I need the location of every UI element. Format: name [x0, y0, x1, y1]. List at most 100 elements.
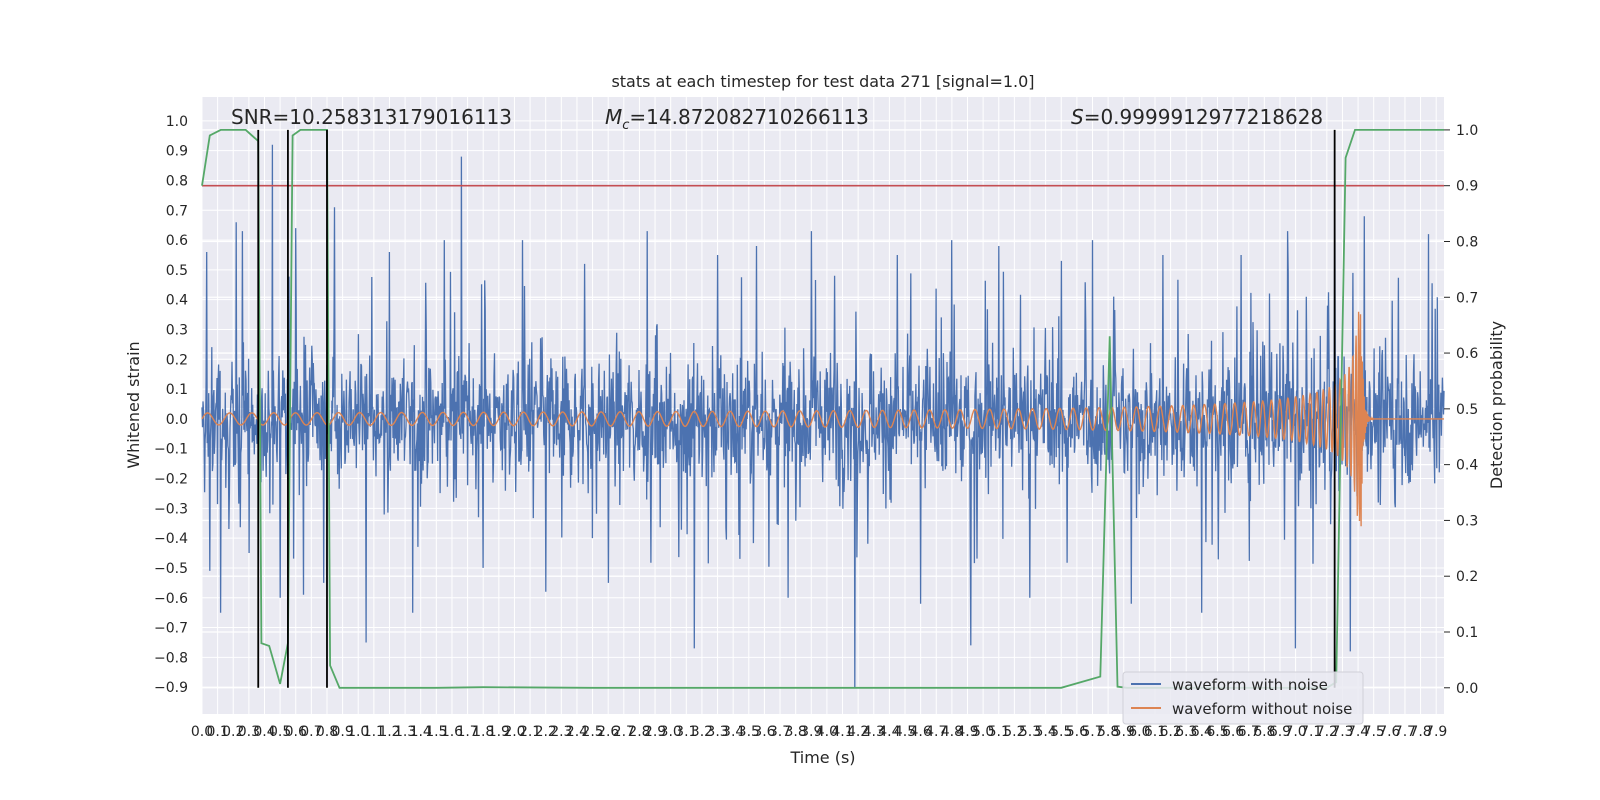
y-tick-label: 1.0 — [166, 114, 188, 130]
x-tick-label: 7.1 — [1300, 724, 1322, 740]
series-waveform-with-noise — [201, 144, 1445, 688]
y-tick-label: −0.7 — [154, 621, 188, 637]
x-tick-label: 2.4 — [566, 724, 588, 740]
score-annotation: S=0.9999912977218628 — [1071, 105, 1323, 129]
x-tick-label: 0.9 — [331, 724, 353, 740]
y-tick-label: 0.8 — [166, 173, 188, 189]
x-tick-label: 5.8 — [1097, 724, 1119, 740]
y-tick-label: −0.9 — [154, 680, 188, 696]
y2-tick-label: 0.7 — [1456, 290, 1478, 306]
x-tick-label: 5.7 — [1081, 724, 1103, 740]
x-tick-label: 4.5 — [894, 724, 916, 740]
y-tick-label: 0.7 — [166, 203, 188, 219]
x-tick-label: 1.4 — [410, 724, 432, 740]
y-tick-label: −0.3 — [154, 501, 188, 517]
x-tick-label: 5.0 — [972, 724, 994, 740]
x-tick-label: 6.0 — [1128, 724, 1150, 740]
x-tick-label: 1.9 — [488, 724, 510, 740]
x-tick-label: 3.4 — [722, 724, 744, 740]
x-tick-label: 7.3 — [1331, 724, 1353, 740]
y2-tick-label: 0.5 — [1456, 402, 1478, 418]
x-tick-label: 0.1 — [206, 724, 228, 740]
x-tick-label: 2.2 — [535, 724, 557, 740]
x-tick-label: 3.5 — [738, 724, 760, 740]
snr-annotation: SNR=10.258313179016113 — [231, 105, 512, 129]
x-tick-label: 6.7 — [1238, 724, 1260, 740]
x-tick-label: 3.9 — [800, 724, 822, 740]
x-tick-label: 2.0 — [503, 724, 525, 740]
x-tick-label: 5.1 — [988, 724, 1010, 740]
score-symbol: S — [1071, 105, 1084, 129]
y2-tick-label: 0.2 — [1456, 569, 1478, 585]
x-tick-label: 1.2 — [378, 724, 400, 740]
x-tick-label: 2.1 — [519, 724, 541, 740]
y2-tick-label: 0.8 — [1456, 234, 1478, 250]
x-tick-label: 6.6 — [1222, 724, 1244, 740]
y-tick-label: −0.5 — [154, 561, 188, 577]
x-tick-label: 4.1 — [831, 724, 853, 740]
y2-tick-label: 0.3 — [1456, 513, 1478, 529]
x-tick-label: 1.7 — [456, 724, 478, 740]
x-tick-label: 4.2 — [847, 724, 869, 740]
x-tick-label: 7.8 — [1409, 724, 1431, 740]
x-tick-label: 3.6 — [753, 724, 775, 740]
x-tick-label: 3.1 — [675, 724, 697, 740]
y2-tick-label: 1.0 — [1456, 123, 1478, 139]
chirp-mass-subscript: c — [622, 118, 629, 133]
x-tick-label: 1.5 — [425, 724, 447, 740]
x-tick-label: 3.3 — [706, 724, 728, 740]
y-tick-label: −0.2 — [154, 472, 188, 488]
x-tick-label: 2.9 — [644, 724, 666, 740]
x-tick-label: 1.1 — [363, 724, 385, 740]
x-tick-label: 7.5 — [1363, 724, 1385, 740]
y2-tick-label: 0.4 — [1456, 458, 1478, 474]
x-tick-label: 2.5 — [581, 724, 603, 740]
x-tick-label: 0.7 — [300, 724, 322, 740]
x-tick-label: 2.6 — [597, 724, 619, 740]
series-waveform-without-noise — [201, 311, 1444, 527]
x-tick-label: 2.7 — [613, 724, 635, 740]
x-tick-label: 4.4 — [878, 724, 900, 740]
x-tick-label: 5.3 — [1019, 724, 1041, 740]
x-tick-label: 1.8 — [472, 724, 494, 740]
y-tick-label: −0.8 — [154, 650, 188, 666]
y2-tick-label: 0.0 — [1456, 681, 1478, 697]
x-tick-label: 6.1 — [1144, 724, 1166, 740]
legend: waveform with noise waveform without noi… — [1122, 671, 1364, 725]
x-tick-label: 5.5 — [1050, 724, 1072, 740]
chirp-mass-value: =14.872082710266113 — [629, 105, 868, 129]
y2-tick-label: 0.9 — [1456, 179, 1478, 195]
y-tick-label: −0.1 — [154, 442, 188, 458]
y2-axis-label: Detection probability — [1487, 321, 1506, 489]
x-tick-label: 4.7 — [925, 724, 947, 740]
x-tick-labels: 0.00.10.20.30.40.50.60.70.80.91.01.11.21… — [191, 724, 1447, 740]
y-tick-label: 0.6 — [166, 233, 188, 249]
x-tick-label: 0.2 — [222, 724, 244, 740]
x-tick-label: 6.2 — [1159, 724, 1181, 740]
x-tick-label: 5.4 — [1034, 724, 1056, 740]
y-tick-label: −0.4 — [154, 531, 188, 547]
x-tick-label: 6.4 — [1191, 724, 1213, 740]
y-tick-label: 0.3 — [166, 322, 188, 338]
x-tick-label: 4.8 — [941, 724, 963, 740]
x-tick-label: 3.7 — [769, 724, 791, 740]
plot-layer — [201, 129, 1445, 689]
x-tick-label: 0.8 — [316, 724, 338, 740]
x-tick-label: 7.9 — [1425, 724, 1447, 740]
x-tick-label: 7.6 — [1378, 724, 1400, 740]
y-axis-label: Whitened strain — [124, 341, 143, 468]
x-tick-label: 5.6 — [1066, 724, 1088, 740]
x-tick-label: 7.7 — [1394, 724, 1416, 740]
x-tick-label: 4.6 — [910, 724, 932, 740]
x-tick-label: 7.2 — [1316, 724, 1338, 740]
x-tick-label: 7.4 — [1347, 724, 1369, 740]
x-tick-label: 5.9 — [1113, 724, 1135, 740]
y-tick-label: 0.1 — [166, 382, 188, 398]
x-tick-label: 0.4 — [253, 724, 275, 740]
legend-label-clean: waveform without noise — [1172, 700, 1352, 718]
x-tick-label: 0.6 — [285, 724, 307, 740]
y-tick-label: 0.4 — [166, 293, 188, 309]
legend-label-noisy: waveform with noise — [1172, 676, 1328, 694]
chart-title: stats at each timestep for test data 271… — [611, 72, 1034, 91]
